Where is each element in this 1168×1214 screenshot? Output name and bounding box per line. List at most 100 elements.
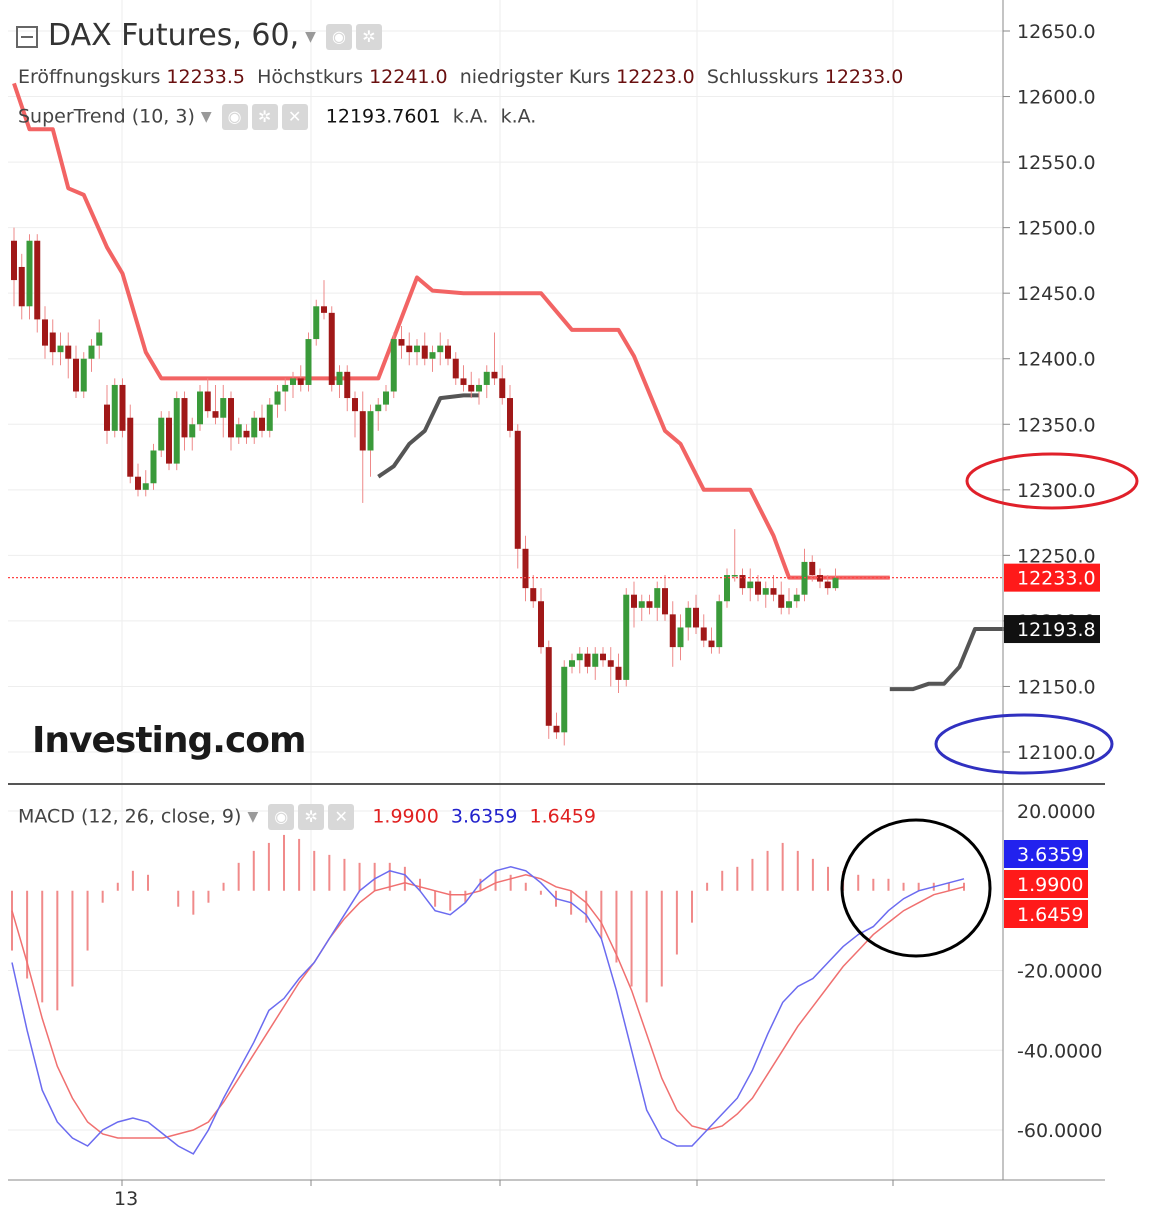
supertrend-na-2: k.A. bbox=[500, 105, 537, 128]
last-price-label: 12233.0 bbox=[1017, 568, 1096, 590]
candle-body bbox=[243, 430, 250, 438]
candle-body bbox=[212, 411, 219, 418]
collapse-icon[interactable] bbox=[16, 25, 38, 48]
candle-body bbox=[383, 391, 389, 405]
supertrend-value-label: 12193.8 bbox=[1017, 619, 1096, 641]
candle-body bbox=[677, 627, 684, 648]
candle-body bbox=[328, 312, 335, 385]
candle-body bbox=[274, 391, 281, 405]
candle-body bbox=[173, 398, 180, 464]
high-value: 12241.0 bbox=[369, 66, 448, 88]
candle-body bbox=[452, 358, 459, 379]
price-tick-label: 12500.0 bbox=[1017, 218, 1096, 240]
candle-body bbox=[220, 398, 227, 418]
candle-body bbox=[522, 548, 529, 589]
candle-body bbox=[111, 384, 118, 431]
close-icon[interactable]: ✕ bbox=[328, 804, 355, 830]
supertrend-up-line bbox=[889, 627, 1006, 692]
price-tick-label: 12550.0 bbox=[1017, 152, 1096, 174]
gear-icon[interactable]: ✲ bbox=[251, 104, 278, 130]
candle-body bbox=[755, 581, 761, 595]
candle-body bbox=[135, 476, 141, 490]
high-label: Höchstkurs bbox=[257, 66, 364, 88]
candle-body bbox=[817, 575, 823, 582]
candle-body bbox=[739, 575, 746, 589]
supertrend-down-line bbox=[12, 82, 890, 580]
candle-body bbox=[352, 398, 358, 412]
candle-body bbox=[344, 371, 351, 399]
eye-icon[interactable]: ◉ bbox=[325, 23, 352, 50]
chevron-down-icon[interactable]: ▼ bbox=[305, 28, 316, 45]
candle-body bbox=[460, 378, 467, 385]
gear-icon[interactable]: ✲ bbox=[355, 23, 382, 50]
candle-body bbox=[127, 417, 134, 477]
low-value: 12223.0 bbox=[616, 66, 695, 88]
candle-body bbox=[445, 345, 451, 359]
gear-icon[interactable]: ✲ bbox=[298, 804, 325, 830]
macd-signal-value: 1.6459 bbox=[529, 805, 596, 828]
candle-body bbox=[166, 417, 172, 464]
candle-body bbox=[197, 391, 203, 425]
candle-body bbox=[34, 240, 41, 320]
candle-body bbox=[266, 404, 273, 431]
candle-body bbox=[545, 647, 552, 726]
candle-body bbox=[569, 660, 575, 667]
eye-icon[interactable]: ◉ bbox=[268, 804, 295, 830]
investing-logo-text: Investing.com bbox=[32, 720, 307, 761]
candle-body bbox=[669, 614, 676, 648]
candle-body bbox=[390, 339, 397, 392]
candle-body bbox=[832, 577, 839, 589]
candle-body bbox=[73, 358, 79, 392]
candle-body bbox=[290, 378, 296, 385]
candle-body bbox=[11, 240, 17, 281]
candle-body bbox=[104, 404, 110, 431]
candle-body bbox=[584, 653, 591, 667]
candle-body bbox=[282, 384, 289, 392]
candle-body bbox=[336, 371, 343, 385]
candle-body bbox=[189, 424, 196, 438]
candle-body bbox=[251, 417, 258, 438]
supertrend-up-line bbox=[377, 393, 479, 479]
candle-body bbox=[259, 417, 265, 431]
candle-body bbox=[724, 575, 730, 602]
candle-body bbox=[421, 345, 428, 359]
macd-value: 3.6359 bbox=[450, 805, 518, 828]
candle-body bbox=[204, 391, 211, 412]
macd-tick-label: -40.0000 bbox=[1017, 1040, 1102, 1062]
candle-body bbox=[824, 581, 831, 589]
candle-body bbox=[762, 588, 769, 595]
candle-body bbox=[321, 306, 327, 313]
candle-body bbox=[615, 666, 622, 680]
symbol-title[interactable]: DAX Futures, 60, ▼ ◉ ✲ bbox=[16, 18, 382, 53]
candle-body bbox=[499, 378, 506, 399]
candle-body bbox=[96, 332, 103, 346]
macd-tick-label: -20.0000 bbox=[1017, 961, 1102, 983]
candle-body bbox=[592, 653, 599, 667]
eye-icon[interactable]: ◉ bbox=[221, 104, 248, 130]
price-tick-label: 12600.0 bbox=[1017, 87, 1096, 109]
candle-body bbox=[468, 384, 475, 392]
candle-body bbox=[297, 378, 304, 385]
chevron-down-icon[interactable]: ▼ bbox=[247, 809, 259, 825]
candle-body bbox=[514, 430, 521, 549]
open-label: Eröffnungskurs bbox=[18, 66, 161, 88]
macd-legend[interactable]: MACD (12, 26, close, 9) ▼ ◉ ✲ ✕ 1.9900 3.635… bbox=[18, 804, 596, 830]
close-value: 12233.0 bbox=[824, 66, 904, 88]
candle-body bbox=[801, 561, 808, 595]
close-icon[interactable]: ✕ bbox=[281, 104, 308, 130]
hist-value-badge bbox=[1004, 870, 1088, 898]
supertrend-legend[interactable]: SuperTrend (10, 3) ▼ ◉ ✲ ✕ 12193.7601 k.A. k… bbox=[18, 104, 536, 130]
price-tick-label: 12300.0 bbox=[1017, 480, 1096, 502]
candle-body bbox=[88, 345, 95, 359]
macd-value-badge bbox=[1004, 840, 1088, 868]
supertrend-label: SuperTrend (10, 3) bbox=[18, 105, 195, 128]
chevron-down-icon[interactable]: ▼ bbox=[200, 109, 212, 125]
candle-body bbox=[646, 601, 653, 608]
black-annotation-circle bbox=[840, 818, 992, 958]
low-label: niedrigster Kurs bbox=[459, 66, 611, 88]
candle-body bbox=[437, 345, 444, 353]
candle-body bbox=[375, 404, 382, 412]
price-tick-label: 12100.0 bbox=[1017, 742, 1096, 764]
